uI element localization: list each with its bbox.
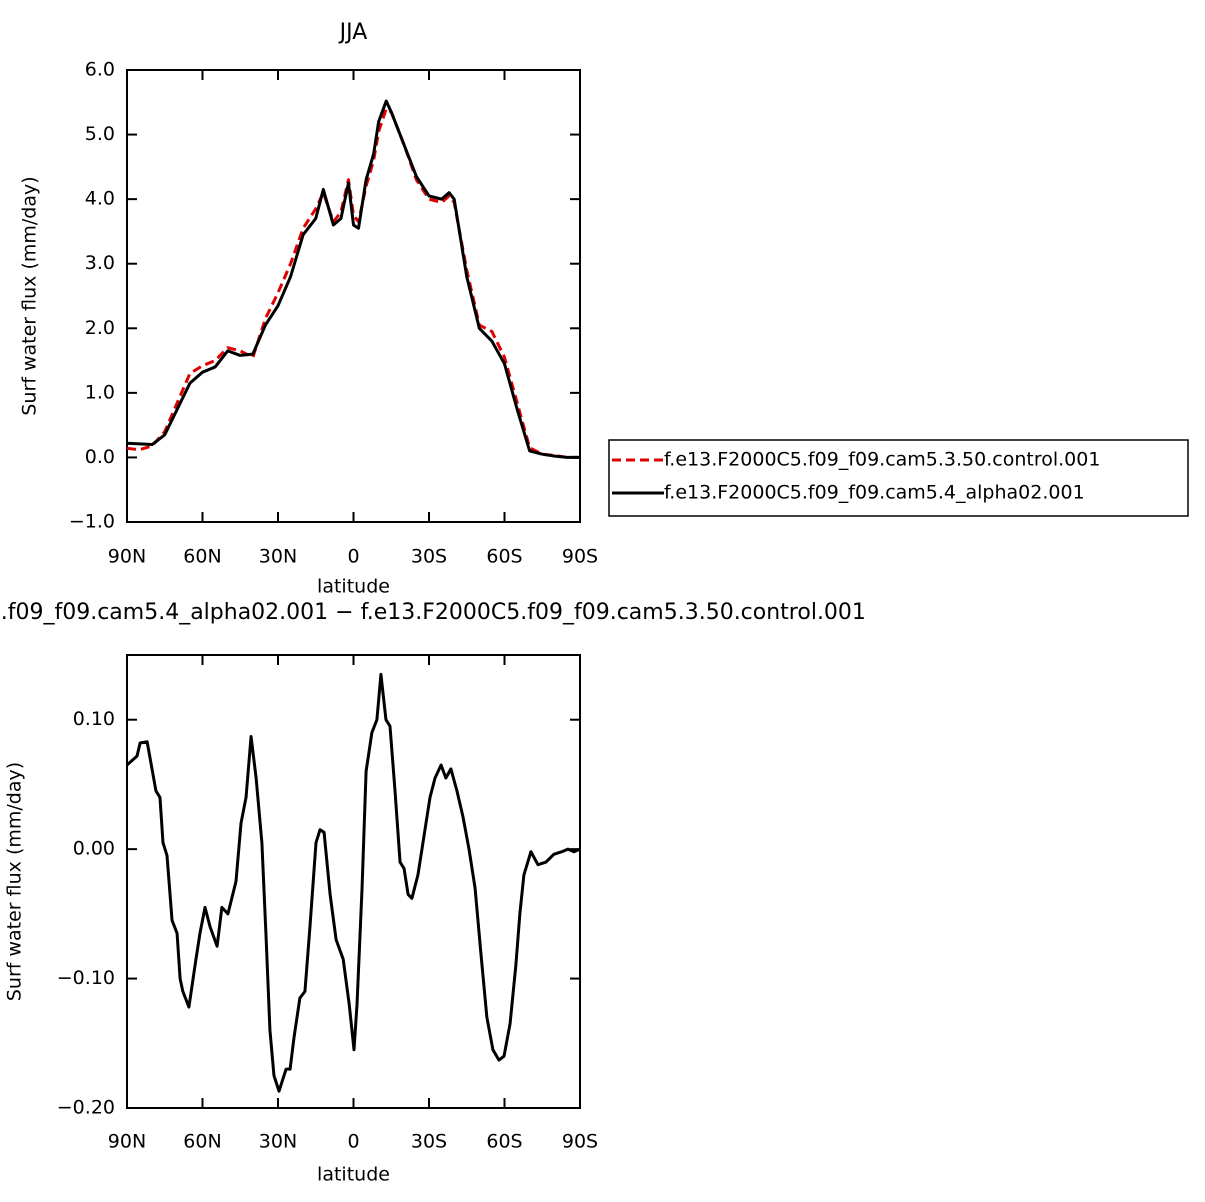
chart-title: f.e13.F2000C5.f09_f09.cam5.4_alpha02.001… (0, 600, 866, 625)
y-tick-label: 1.0 (85, 381, 115, 403)
y-tick-label: 4.0 (85, 188, 115, 210)
y-tick-label: −0.10 (57, 967, 115, 989)
x-tick-label: 90N (108, 546, 146, 568)
line-series (126, 107, 580, 459)
line-series (125, 672, 581, 1093)
legend-label: f.e13.F2000C5.f09_f09.cam5.4_alpha02.001 (664, 482, 1085, 504)
x-tick-label: 60N (183, 546, 221, 568)
plot-frame (126, 69, 581, 523)
y-tick-label: 0.00 (73, 838, 115, 860)
y-tick-label: −0.20 (57, 1097, 115, 1119)
y-tick-label: 6.0 (85, 59, 115, 81)
x-tick-label: 30N (259, 546, 297, 568)
y-tick-label: 0.0 (85, 446, 115, 468)
y-tick-label: 5.0 (85, 123, 115, 145)
y-tick-label: −1.0 (69, 511, 115, 533)
x-tick-label: 90N (108, 1131, 146, 1153)
y-tick-label: 3.0 (85, 252, 115, 274)
x-axis-label: latitude (317, 576, 390, 598)
y-axis-label: Surf water flux (mm/day) (4, 762, 26, 1001)
y-tick-label: 0.10 (73, 708, 115, 730)
x-tick-label: 60S (486, 546, 522, 568)
y-tick-label: 2.0 (85, 317, 115, 339)
x-tick-label: 30S (411, 546, 447, 568)
x-tick-label: 60N (183, 1131, 221, 1153)
x-tick-label: 60S (486, 1131, 522, 1153)
x-tick-label: 30N (259, 1131, 297, 1153)
legend-box (608, 439, 1189, 517)
line-series (126, 99, 580, 459)
y-axis-label: Surf water flux (mm/day) (19, 176, 41, 415)
x-tick-label: 0 (347, 1131, 359, 1153)
x-tick-label: 30S (411, 1131, 447, 1153)
x-tick-label: 90S (562, 1131, 598, 1153)
chart-title: JJA (338, 20, 368, 45)
x-axis-label: latitude (317, 1164, 390, 1186)
x-tick-label: 90S (562, 546, 598, 568)
legend-label: f.e13.F2000C5.f09_f09.cam5.3.50.control.… (664, 449, 1100, 471)
x-tick-label: 0 (347, 546, 359, 568)
